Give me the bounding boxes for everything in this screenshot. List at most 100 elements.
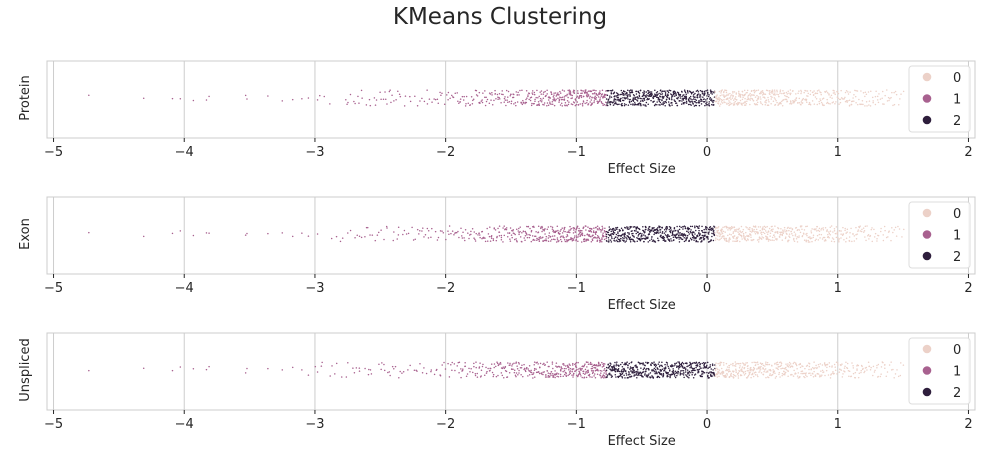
data-point — [621, 366, 624, 368]
data-point — [653, 361, 655, 363]
data-point — [605, 372, 607, 374]
legend: 012 — [908, 201, 971, 269]
data-point — [637, 237, 639, 240]
data-point — [863, 371, 865, 374]
data-point — [722, 230, 725, 233]
data-point — [723, 96, 726, 99]
data-point — [795, 364, 798, 367]
data-point — [726, 240, 728, 242]
data-point — [647, 103, 649, 106]
data-point — [564, 365, 567, 367]
data-point — [590, 363, 592, 366]
data-point — [800, 370, 803, 373]
data-point — [675, 102, 677, 104]
data-point — [730, 233, 732, 236]
data-point — [835, 101, 837, 103]
data-point — [584, 102, 586, 105]
data-point — [898, 228, 901, 230]
data-point — [738, 102, 741, 104]
data-point — [646, 97, 649, 100]
data-point — [770, 95, 772, 98]
data-point — [684, 371, 687, 373]
data-point — [693, 367, 696, 370]
data-point — [551, 101, 554, 103]
data-point — [565, 367, 567, 370]
data-point — [661, 95, 664, 98]
data-point — [834, 369, 837, 371]
data-point — [689, 237, 692, 239]
data-point — [864, 95, 866, 98]
data-point — [793, 361, 795, 364]
data-point — [664, 227, 667, 229]
data-point — [756, 94, 758, 97]
data-point — [744, 238, 746, 240]
data-point — [660, 93, 662, 96]
data-point — [474, 374, 477, 377]
data-point — [672, 372, 675, 375]
data-point — [484, 96, 486, 99]
data-point — [472, 371, 474, 374]
data-point — [443, 103, 446, 106]
data-point — [574, 231, 576, 233]
data-point — [652, 376, 654, 378]
legend-marker — [922, 387, 932, 397]
data-point — [848, 375, 850, 378]
data-point — [741, 93, 743, 96]
data-point — [663, 228, 666, 231]
data-point — [691, 99, 693, 101]
data-point — [582, 227, 584, 230]
data-point — [556, 238, 559, 241]
data-point — [573, 372, 575, 375]
data-point — [599, 90, 601, 92]
data-point — [751, 372, 754, 375]
data-point — [701, 234, 703, 237]
data-point — [784, 237, 787, 240]
data-point — [866, 225, 868, 227]
data-point — [584, 373, 586, 375]
data-point — [858, 226, 861, 229]
data-point — [551, 235, 554, 237]
data-point — [616, 94, 619, 97]
data-point — [705, 90, 707, 92]
data-point — [702, 236, 704, 239]
data-point — [792, 362, 795, 365]
data-point — [636, 376, 638, 379]
data-point — [714, 369, 717, 372]
data-point — [573, 92, 576, 94]
data-point — [687, 231, 690, 234]
data-point — [307, 374, 310, 376]
data-point — [427, 237, 430, 239]
data-point — [593, 100, 596, 102]
data-point — [590, 369, 593, 372]
x-tick-label: −3 — [305, 281, 324, 296]
data-point — [622, 94, 625, 96]
data-point — [421, 372, 424, 374]
data-point — [753, 367, 756, 370]
data-point — [638, 95, 641, 98]
data-point — [528, 92, 531, 95]
data-point — [826, 98, 828, 101]
data-point — [567, 103, 570, 106]
data-point — [522, 375, 524, 378]
data-point — [698, 225, 701, 227]
data-point — [550, 371, 552, 373]
data-point — [590, 99, 593, 101]
data-point — [855, 233, 857, 236]
data-point — [526, 97, 528, 99]
x-tick-label: 2 — [964, 281, 972, 296]
data-point — [603, 238, 606, 241]
data-point — [573, 227, 575, 229]
data-point — [609, 373, 611, 376]
data-point — [554, 100, 557, 102]
data-point — [845, 100, 848, 102]
data-point — [747, 234, 750, 237]
data-point — [566, 235, 569, 237]
data-point — [620, 227, 623, 230]
data-point — [636, 103, 638, 106]
data-point — [694, 92, 696, 95]
data-point — [628, 372, 630, 374]
data-point — [421, 230, 423, 232]
data-point — [832, 101, 835, 103]
data-point — [491, 91, 493, 94]
data-point — [743, 363, 745, 365]
